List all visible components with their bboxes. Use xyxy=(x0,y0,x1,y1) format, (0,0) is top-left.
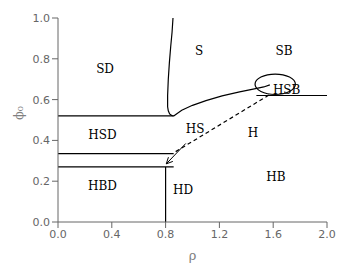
svg-text:0.0: 0.0 xyxy=(49,228,67,241)
svg-text:0.6: 0.6 xyxy=(33,94,51,107)
svg-text:0.2: 0.2 xyxy=(33,175,51,188)
svg-text:1.0: 1.0 xyxy=(33,12,51,25)
svg-text:SD: SD xyxy=(96,62,114,76)
svg-text:HB: HB xyxy=(266,170,285,184)
svg-text:0.8: 0.8 xyxy=(157,228,175,241)
svg-text:HBD: HBD xyxy=(88,179,117,193)
svg-text:HD: HD xyxy=(173,183,193,197)
svg-text:0.4: 0.4 xyxy=(33,134,51,147)
svg-text:SB: SB xyxy=(275,44,292,58)
svg-text:ϕ₀: ϕ₀ xyxy=(11,106,26,120)
svg-text:HSD: HSD xyxy=(88,128,116,142)
svg-text:HS: HS xyxy=(186,122,205,136)
svg-text:0.8: 0.8 xyxy=(33,53,51,66)
svg-text:2.0: 2.0 xyxy=(318,228,336,241)
svg-text:H: H xyxy=(248,126,258,140)
svg-text:1.2: 1.2 xyxy=(211,228,229,241)
svg-text:0.0: 0.0 xyxy=(33,216,51,229)
svg-text:HSB: HSB xyxy=(273,83,301,97)
svg-text:0.4: 0.4 xyxy=(103,228,121,241)
svg-text:S: S xyxy=(195,44,203,58)
svg-text:1.6: 1.6 xyxy=(264,228,282,241)
svg-text:ρ: ρ xyxy=(189,248,197,263)
